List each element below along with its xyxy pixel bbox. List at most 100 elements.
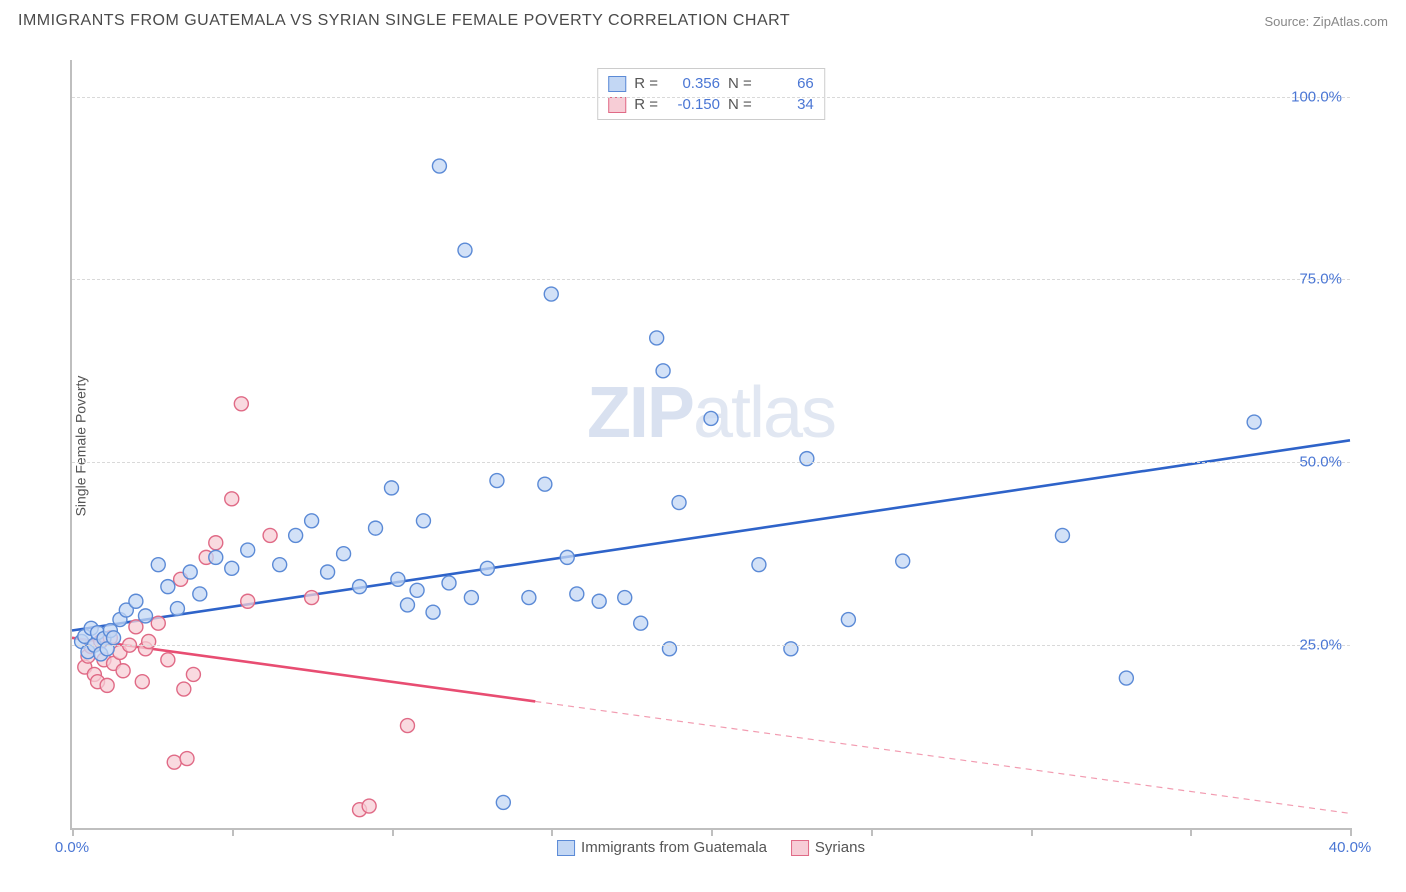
y-tick-label: 25.0%: [1299, 637, 1342, 654]
data-point-guatemala: [209, 550, 223, 564]
chart-area: ZIPatlas R = 0.356 N = 66 R = -0.150 N =…: [50, 60, 1350, 830]
y-tick-label: 100.0%: [1291, 88, 1342, 105]
legend-label: Syrians: [815, 839, 865, 856]
data-point-syrians: [161, 653, 175, 667]
data-point-guatemala: [496, 795, 510, 809]
data-point-guatemala: [544, 287, 558, 301]
gridline-h: [72, 279, 1350, 280]
source-prefix: Source:: [1264, 14, 1312, 29]
data-point-syrians: [135, 675, 149, 689]
data-point-guatemala: [1247, 415, 1261, 429]
data-point-syrians: [305, 591, 319, 605]
data-point-syrians: [241, 594, 255, 608]
x-tick: [1031, 828, 1033, 836]
data-point-guatemala: [458, 243, 472, 257]
x-tick: [72, 828, 74, 836]
source-link[interactable]: ZipAtlas.com: [1313, 14, 1388, 29]
data-point-guatemala: [672, 496, 686, 510]
n-label: N =: [728, 75, 752, 92]
series-legend: Immigrants from Guatemala Syrians: [557, 839, 865, 856]
data-point-guatemala: [592, 594, 606, 608]
x-tick: [551, 828, 553, 836]
y-tick-label: 50.0%: [1299, 454, 1342, 471]
n-label: N =: [728, 96, 752, 113]
data-point-guatemala: [464, 591, 478, 605]
data-point-guatemala: [151, 558, 165, 572]
data-point-guatemala: [1119, 671, 1133, 685]
x-tick-label: 40.0%: [1329, 839, 1372, 856]
data-point-guatemala: [385, 481, 399, 495]
data-point-guatemala: [426, 605, 440, 619]
data-point-syrians: [167, 755, 181, 769]
swatch-icon: [608, 97, 626, 113]
data-point-guatemala: [656, 364, 670, 378]
data-point-syrians: [151, 616, 165, 630]
data-point-syrians: [177, 682, 191, 696]
data-point-guatemala: [800, 452, 814, 466]
data-point-guatemala: [432, 159, 446, 173]
source-attribution: Source: ZipAtlas.com: [1264, 14, 1388, 29]
data-point-syrians: [209, 536, 223, 550]
data-point-syrians: [263, 528, 277, 542]
data-point-guatemala: [634, 616, 648, 630]
data-point-guatemala: [289, 528, 303, 542]
data-point-guatemala: [650, 331, 664, 345]
data-point-guatemala: [305, 514, 319, 528]
legend-item-syrians: Syrians: [791, 839, 865, 856]
gridline-h: [72, 462, 1350, 463]
data-point-guatemala: [618, 591, 632, 605]
data-point-guatemala: [400, 598, 414, 612]
y-tick-label: 75.0%: [1299, 271, 1342, 288]
data-point-guatemala: [704, 411, 718, 425]
legend-row-guatemala: R = 0.356 N = 66: [608, 73, 814, 94]
x-tick-label: 0.0%: [55, 839, 89, 856]
data-point-guatemala: [841, 613, 855, 627]
data-point-guatemala: [273, 558, 287, 572]
swatch-icon: [791, 840, 809, 856]
data-point-guatemala: [480, 561, 494, 575]
data-point-syrians: [225, 492, 239, 506]
n-value: 34: [760, 96, 814, 113]
data-point-guatemala: [522, 591, 536, 605]
x-tick: [232, 828, 234, 836]
correlation-legend: R = 0.356 N = 66 R = -0.150 N = 34: [597, 68, 825, 120]
data-point-syrians: [234, 397, 248, 411]
data-point-guatemala: [225, 561, 239, 575]
data-point-guatemala: [752, 558, 766, 572]
r-label: R =: [634, 96, 658, 113]
x-tick: [711, 828, 713, 836]
data-point-guatemala: [1055, 528, 1069, 542]
data-point-guatemala: [410, 583, 424, 597]
data-point-guatemala: [241, 543, 255, 557]
data-point-guatemala: [490, 474, 504, 488]
r-label: R =: [634, 75, 658, 92]
data-point-guatemala: [538, 477, 552, 491]
scatter-points-layer: [72, 60, 1350, 828]
data-point-guatemala: [183, 565, 197, 579]
data-point-guatemala: [391, 572, 405, 586]
data-point-syrians: [142, 634, 156, 648]
data-point-guatemala: [337, 547, 351, 561]
data-point-guatemala: [662, 642, 676, 656]
swatch-icon: [608, 76, 626, 92]
data-point-guatemala: [784, 642, 798, 656]
scatter-plot: ZIPatlas R = 0.356 N = 66 R = -0.150 N =…: [70, 60, 1350, 830]
x-tick: [871, 828, 873, 836]
data-point-guatemala: [129, 594, 143, 608]
gridline-h: [72, 97, 1350, 98]
x-tick: [1350, 828, 1352, 836]
swatch-icon: [557, 840, 575, 856]
data-point-guatemala: [321, 565, 335, 579]
data-point-guatemala: [170, 602, 184, 616]
x-tick: [392, 828, 394, 836]
r-value: 0.356: [666, 75, 720, 92]
data-point-syrians: [186, 667, 200, 681]
legend-label: Immigrants from Guatemala: [581, 839, 767, 856]
data-point-syrians: [116, 664, 130, 678]
legend-item-guatemala: Immigrants from Guatemala: [557, 839, 767, 856]
data-point-guatemala: [560, 550, 574, 564]
data-point-guatemala: [896, 554, 910, 568]
data-point-syrians: [362, 799, 376, 813]
data-point-guatemala: [416, 514, 430, 528]
data-point-syrians: [100, 678, 114, 692]
